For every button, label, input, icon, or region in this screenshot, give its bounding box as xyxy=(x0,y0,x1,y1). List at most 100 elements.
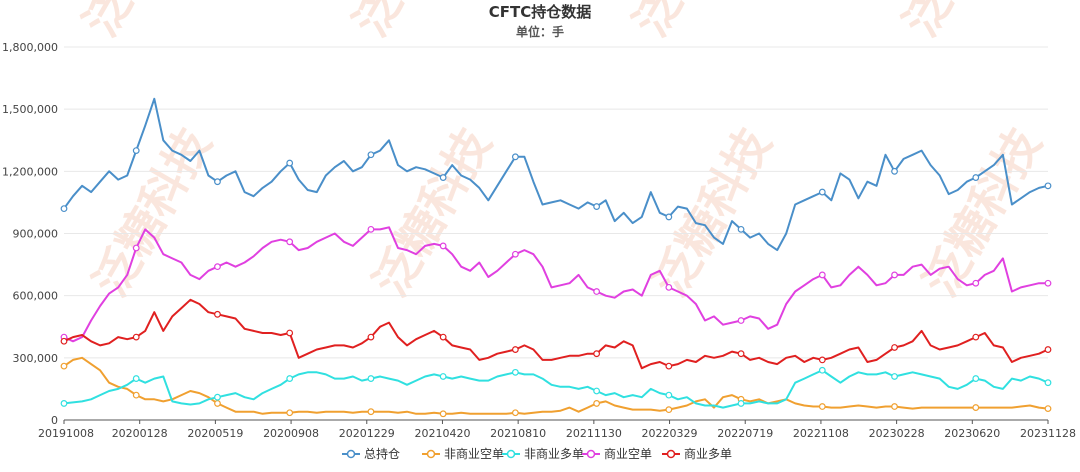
x-tick-label: 20200519 xyxy=(187,427,243,440)
data-point xyxy=(665,391,673,399)
axis-layer: 0 300,000 600,000 900,000 1,200,000 1,500,000… xyxy=(2,41,1076,440)
data-point xyxy=(286,329,294,337)
data-point xyxy=(439,373,447,380)
y-tick-label: 900,000 xyxy=(13,228,59,241)
data-point xyxy=(972,404,980,411)
data-point xyxy=(132,147,140,155)
data-point xyxy=(132,333,140,341)
data-point xyxy=(511,368,519,376)
x-tick-label: 20201229 xyxy=(339,427,395,440)
data-point xyxy=(214,310,221,318)
data-point xyxy=(891,373,898,380)
data-point xyxy=(972,333,980,341)
data-point xyxy=(439,333,447,341)
data-point xyxy=(1044,279,1052,287)
data-point xyxy=(891,403,898,410)
data-point xyxy=(60,205,68,213)
x-tick-label: 20230620 xyxy=(944,427,1000,440)
x-tick-label: 20210420 xyxy=(414,427,470,440)
x-tick-label: 20221108 xyxy=(793,427,849,440)
data-point xyxy=(972,279,980,287)
y-tick-label: 1,500,000 xyxy=(2,103,58,116)
data-point xyxy=(1044,405,1052,413)
series-1 xyxy=(60,356,1052,418)
data-point xyxy=(367,408,375,416)
x-tick-label: 20231128 xyxy=(1020,427,1076,440)
data-point xyxy=(214,400,221,407)
data-point xyxy=(737,400,745,407)
series-0 xyxy=(60,97,1052,252)
data-point xyxy=(60,337,68,345)
data-point xyxy=(214,263,221,271)
watermark-text: 泛糖科技 xyxy=(893,0,1032,46)
data-point xyxy=(737,225,745,233)
y-tick-label: 1,800,000 xyxy=(2,41,58,54)
data-point xyxy=(891,344,898,351)
data-point xyxy=(1044,379,1052,387)
legend-label: 商业空单 xyxy=(604,446,652,461)
data-point xyxy=(286,159,294,167)
data-point xyxy=(593,350,601,358)
legend-label: 商业多单 xyxy=(684,446,732,461)
data-point xyxy=(891,271,898,279)
data-point xyxy=(593,387,601,395)
data-point xyxy=(286,375,294,382)
data-point xyxy=(60,362,68,370)
data-point xyxy=(1044,182,1052,190)
legend-item[interactable]: 非商业多单 xyxy=(502,446,584,461)
legend-label: 总持仓 xyxy=(364,446,400,461)
grid-layer xyxy=(64,46,1048,359)
chart-title: CFTC持仓数据 xyxy=(489,3,592,21)
data-point xyxy=(286,238,294,246)
data-point xyxy=(665,362,673,370)
data-point xyxy=(972,375,980,382)
data-point xyxy=(665,283,673,291)
watermark-text: 泛糖科技 xyxy=(623,0,762,46)
data-point xyxy=(593,400,601,407)
data-point xyxy=(891,167,898,175)
legend-item[interactable]: 非商业空单 xyxy=(422,446,504,461)
legend-item[interactable]: 总持仓 xyxy=(342,446,400,461)
series-2 xyxy=(60,366,1052,409)
legend[interactable]: 总持仓 非商业空单 非商业多单 商业空单 商业多单 xyxy=(342,446,732,461)
y-tick-label: 300,000 xyxy=(13,352,59,365)
data-point xyxy=(818,366,826,374)
legend-item[interactable]: 商业多单 xyxy=(662,446,732,461)
data-point xyxy=(367,333,375,341)
y-tick-label: 0 xyxy=(51,414,58,427)
series-line xyxy=(63,226,1048,343)
data-point xyxy=(132,375,140,382)
data-point xyxy=(286,409,294,417)
chart-subtitle: 单位：手 xyxy=(516,24,564,39)
legend-marker xyxy=(666,449,676,459)
data-point xyxy=(60,400,68,407)
data-point xyxy=(665,406,673,414)
series-3 xyxy=(60,225,1052,343)
data-point xyxy=(367,225,375,233)
legend-marker xyxy=(346,449,356,459)
data-point xyxy=(367,375,375,382)
x-tick-label: 20200908 xyxy=(263,427,319,440)
series-4 xyxy=(60,298,1052,370)
x-tick-label: 20220719 xyxy=(717,427,773,440)
x-tick-label: 20230228 xyxy=(869,427,925,440)
data-point xyxy=(214,178,221,186)
data-point xyxy=(511,409,519,417)
data-point xyxy=(737,350,745,358)
legend-marker xyxy=(426,449,436,459)
legend-item[interactable]: 商业空单 xyxy=(582,446,652,461)
series-line xyxy=(63,97,1049,252)
data-point xyxy=(439,410,447,418)
series-line xyxy=(63,298,1049,370)
legend-marker xyxy=(506,449,516,459)
data-point xyxy=(818,403,826,410)
x-tick-label: 20211130 xyxy=(566,427,622,440)
x-tick-label: 20220329 xyxy=(642,427,698,440)
data-point xyxy=(972,174,980,181)
data-point xyxy=(132,391,140,399)
x-tick-label: 20200128 xyxy=(112,427,168,440)
watermark-text: 泛糖科技 xyxy=(73,0,212,46)
data-point xyxy=(511,153,519,161)
legend-marker xyxy=(586,449,596,459)
